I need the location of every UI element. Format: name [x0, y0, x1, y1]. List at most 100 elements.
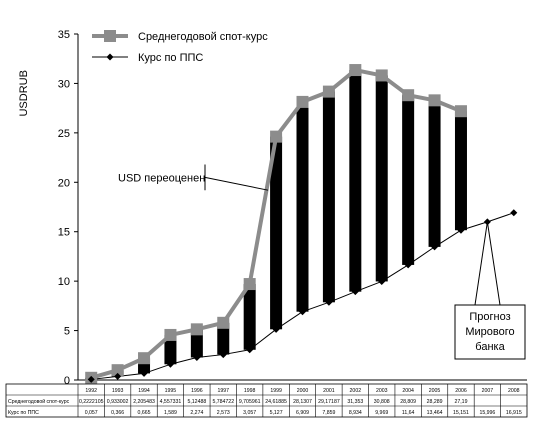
- table-year-cell: 1999: [270, 388, 282, 394]
- legend: Среднегодовой спот-курс Курс по ППС: [92, 30, 268, 64]
- ppp-rate-point: [325, 298, 333, 306]
- table-value-cell: 5,127: [270, 410, 283, 416]
- spot-rate-point: [190, 323, 203, 336]
- bar: [375, 75, 388, 282]
- table-row-header: Среднегодовой спот-курс: [8, 398, 70, 405]
- data-table: Среднегодовой спот-курс Курс по ППС 1992 19…: [5, 383, 528, 418]
- table-year-cell: 2005: [429, 388, 441, 394]
- table-value-cell: 0,366: [111, 410, 124, 416]
- table-value-cell: 11,64: [402, 410, 415, 416]
- table-value-cell: 7,859: [322, 410, 335, 416]
- bar: [190, 329, 203, 358]
- table-year-cell: 1997: [217, 388, 229, 394]
- spot-rate-point: [296, 95, 309, 108]
- ppp-rate-point: [457, 226, 465, 234]
- axes: 0 5 10 15 20 25 30 35 USDRUB: [18, 29, 527, 387]
- table-value-cell: 2,274: [190, 410, 203, 416]
- table-value-cell: 4,557331: [160, 399, 182, 405]
- y-tick-label: 20: [58, 177, 70, 189]
- table-value-cell: 28,289: [427, 399, 443, 405]
- table-value-cell: 15,996: [479, 410, 495, 416]
- spot-rate-point: [164, 328, 177, 341]
- forecast-pointer: [474, 221, 488, 306]
- y-tick-label: 5: [64, 326, 70, 338]
- ppp-rate-point: [351, 288, 359, 296]
- table-year-cell: 2003: [376, 388, 388, 394]
- y-tick-label: 10: [58, 276, 70, 288]
- table-value-cell: 16,915: [506, 410, 522, 416]
- forecast-box: [454, 304, 526, 360]
- spot-rate-point: [349, 64, 362, 77]
- bar: [270, 136, 283, 330]
- table-year-cell: 1996: [191, 388, 203, 394]
- ppp-rate-point: [378, 277, 386, 285]
- table-value-cell: 1,589: [164, 410, 177, 416]
- forecast-label-line: Мирового: [465, 326, 514, 338]
- bar: [454, 111, 467, 231]
- table-value-cell: 2,573: [217, 410, 230, 416]
- table-value-cell: 28,809: [400, 399, 416, 405]
- table-row-header: Курс по ППС: [8, 410, 39, 416]
- table-value-cell: 29,17187: [318, 399, 340, 405]
- spot-rate-point: [270, 130, 283, 143]
- table-year-cell: 1998: [244, 388, 256, 394]
- ppp-rate-point: [299, 308, 306, 316]
- spot-rate-point: [138, 352, 151, 365]
- ppp-rate-point: [404, 261, 412, 269]
- table-value-cell: 5,12488: [187, 399, 206, 405]
- ppp-rate-point: [246, 346, 254, 354]
- ppp-rate-point: [431, 243, 439, 251]
- y-tick-label: 35: [58, 29, 70, 41]
- ppp-rate-point: [114, 372, 122, 380]
- legend-ppp-marker: [106, 53, 114, 61]
- table-value-cell: 8,934: [349, 410, 362, 416]
- forecast-label-line: банка: [475, 341, 505, 353]
- table-value-cell: 24,61885: [265, 399, 287, 405]
- table-year-cell: 1993: [112, 388, 124, 394]
- table-value-cell: 13,464: [427, 410, 443, 416]
- table-value-cell: 30,808: [374, 399, 390, 405]
- table-value-cell: 5,784722: [212, 399, 234, 405]
- spot-rate-point: [111, 364, 124, 377]
- ppp-rate-point: [87, 375, 95, 383]
- ppp-rate-point: [510, 209, 518, 217]
- ppp-rate-point: [193, 354, 201, 362]
- y-axis-title: USDRUB: [18, 70, 30, 116]
- table-value-cell: 9,969: [375, 410, 388, 416]
- y-tick-label: 0: [64, 375, 70, 387]
- forecast-pointer: [486, 221, 501, 306]
- table-year-cell: 2001: [323, 388, 335, 394]
- table-border: [5, 383, 528, 418]
- ppp-rate-point: [140, 369, 148, 377]
- table-year-cell: 2004: [402, 388, 414, 394]
- table-value-cell: 27,19: [454, 399, 467, 405]
- bar: [164, 334, 177, 365]
- forecast-label-line: Прогноз: [469, 311, 510, 323]
- spot-rate-point: [402, 89, 415, 102]
- spot-rate-point: [428, 94, 441, 107]
- spot-rate-point: [322, 85, 335, 98]
- ppp-rate-point: [166, 360, 174, 368]
- table-value-cell: 15,151: [453, 410, 469, 416]
- table-value-cell: 3,057: [243, 410, 256, 416]
- ppp-rate-point: [272, 325, 280, 333]
- table-value-cell: 0,057: [85, 410, 98, 416]
- spot-rate-point: [454, 105, 467, 118]
- spot-rate-point: [217, 316, 230, 329]
- table-year-cell: 2002: [350, 388, 362, 394]
- table-year-cell: 2007: [482, 388, 494, 394]
- bar: [322, 91, 335, 303]
- table-value-cell: 6,909: [296, 410, 309, 416]
- bar: [428, 100, 441, 247]
- y-tick-label: 25: [58, 128, 70, 140]
- legend-ppp-label: Курс по ППС: [138, 52, 203, 64]
- annotations: USD переоценен Прогноз Мирового банка: [118, 164, 526, 360]
- bar: [349, 70, 362, 292]
- bars: [85, 70, 467, 380]
- y-tick-label: 30: [58, 78, 70, 90]
- table-value-cell: 0,665: [138, 410, 151, 416]
- table-value-cell: 2,205483: [133, 399, 155, 405]
- table-value-cell: 31,353: [347, 399, 363, 405]
- bar: [217, 322, 230, 355]
